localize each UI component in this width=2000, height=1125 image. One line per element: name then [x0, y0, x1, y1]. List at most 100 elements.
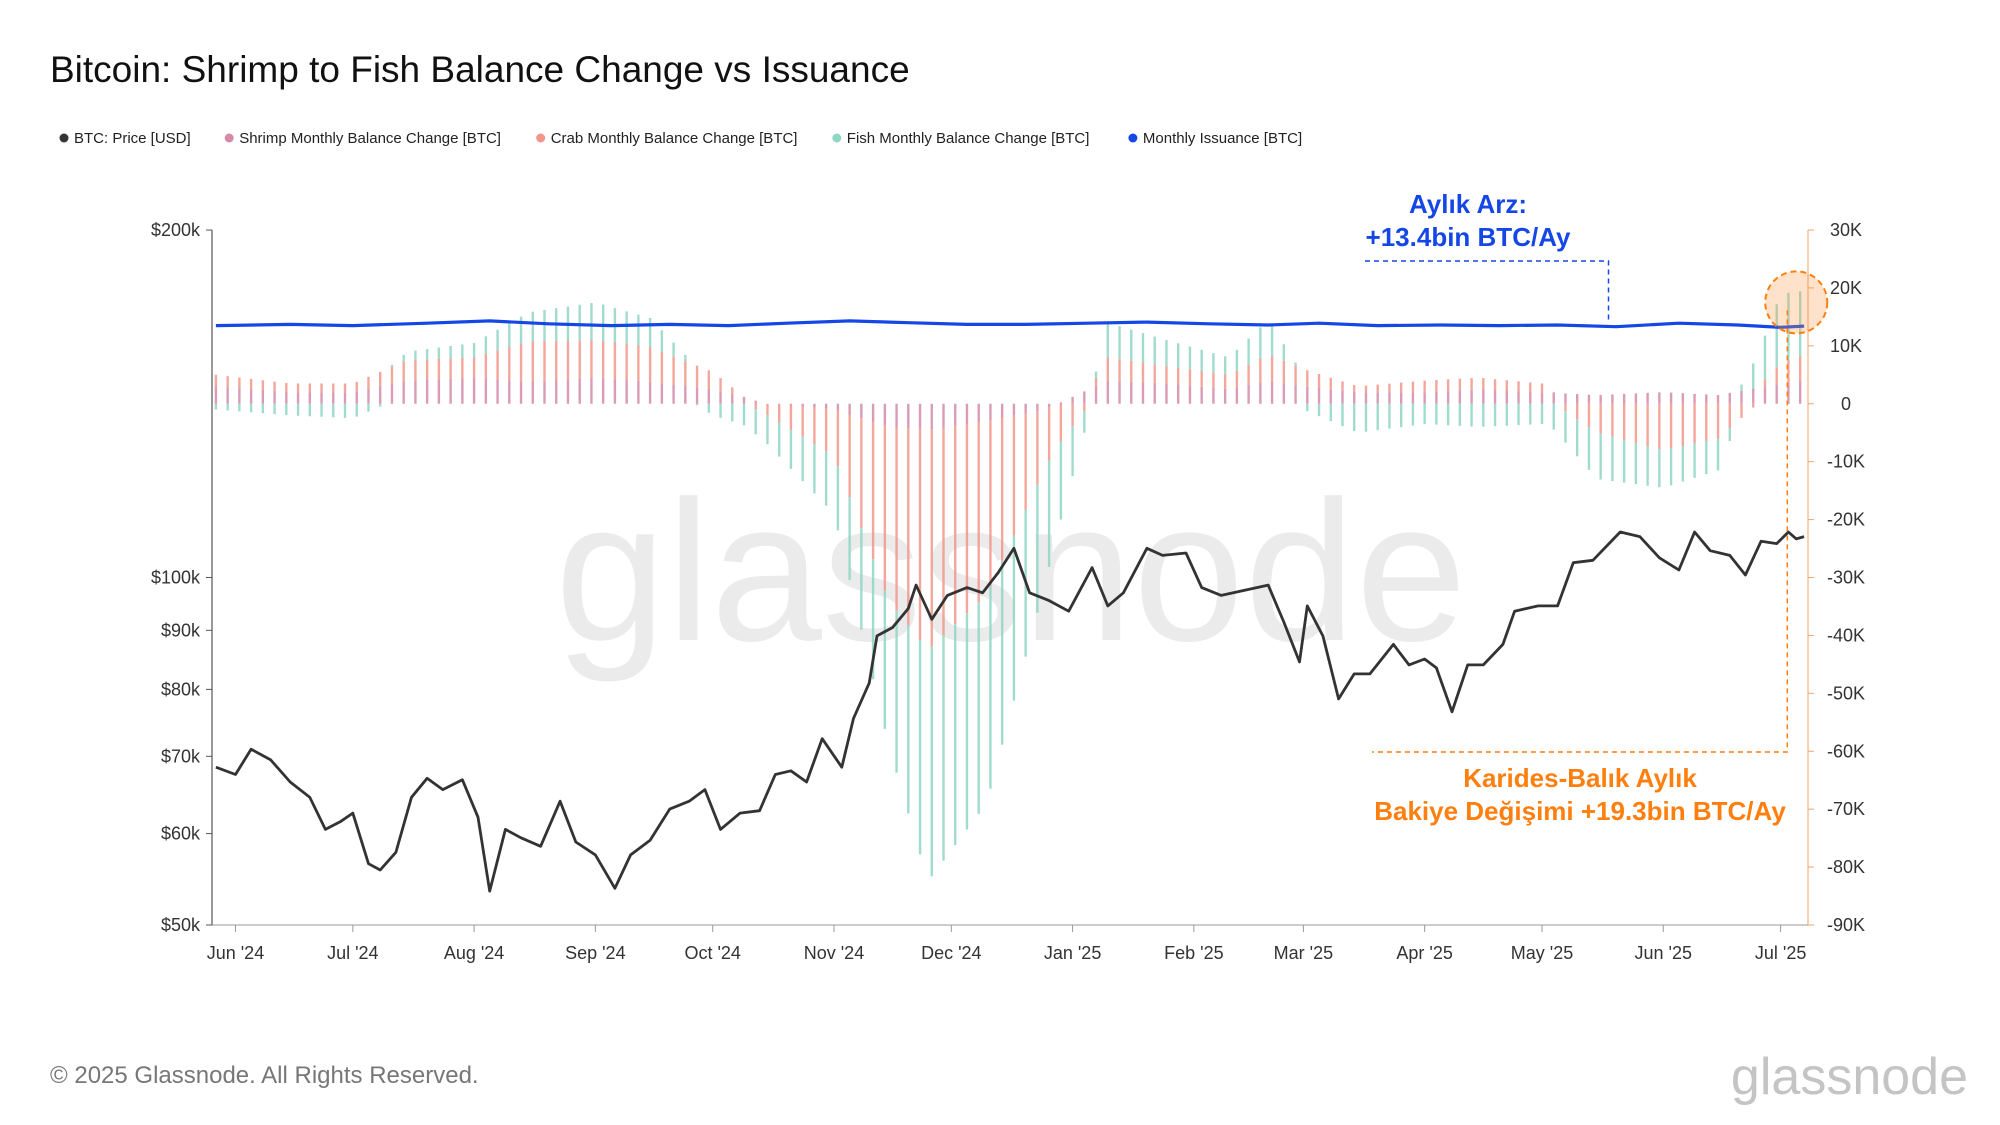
- bar-crab: [918, 429, 922, 641]
- bar-crab: [1446, 379, 1450, 391]
- bar-shrimp: [1622, 393, 1626, 404]
- bar-shrimp: [1083, 391, 1086, 404]
- bar-crab: [367, 376, 370, 389]
- bar-crab: [1622, 403, 1626, 440]
- bar-fish: [1587, 427, 1591, 470]
- bar-crab: [1353, 385, 1356, 392]
- bar-crab: [930, 429, 933, 647]
- bar-crab: [226, 376, 229, 388]
- right-tick-label: 10K: [1830, 336, 1862, 356]
- bar-crab: [954, 425, 957, 625]
- issuance-annotation-line2: +13.4bin BTC/Ay: [1366, 222, 1571, 252]
- left-tick-label: $100k: [151, 568, 201, 588]
- right-tick-label: 0: [1841, 394, 1851, 414]
- bar-fish: [871, 559, 875, 680]
- bar-fish: [1094, 371, 1098, 379]
- bar-crab: [1658, 403, 1661, 450]
- bar-fish: [590, 302, 593, 341]
- bar-fish: [390, 364, 394, 367]
- x-tick-label: Jun '24: [207, 943, 264, 963]
- bar-fish: [1634, 442, 1638, 485]
- bar-crab: [824, 408, 828, 452]
- bar-crab: [1118, 359, 1121, 382]
- bar-fish: [461, 344, 464, 358]
- bar-crab: [1212, 372, 1215, 388]
- bar-fish: [1599, 433, 1602, 480]
- bar-shrimp: [695, 387, 699, 404]
- bar-shrimp: [836, 403, 840, 411]
- bar-crab: [1388, 383, 1391, 393]
- bar-crab: [1282, 360, 1286, 384]
- bar-shrimp: [238, 388, 241, 404]
- left-tick-label: $60k: [161, 824, 201, 844]
- bar-shrimp: [308, 392, 311, 404]
- bar-shrimp: [355, 391, 358, 404]
- bar-fish: [1047, 460, 1051, 568]
- bar-shrimp: [543, 380, 546, 404]
- bar-crab: [766, 403, 769, 416]
- highlight-circle: [1764, 270, 1829, 335]
- bar-shrimp: [1188, 385, 1192, 404]
- bar-shrimp: [895, 403, 898, 428]
- bar-shrimp: [1693, 393, 1696, 404]
- bar-crab: [1270, 356, 1274, 382]
- x-tick-label: Aug '24: [444, 943, 505, 963]
- left-tick-label: $80k: [161, 679, 201, 699]
- legend-marker-0: [59, 133, 69, 143]
- bar-shrimp: [472, 377, 476, 404]
- bar-fish: [519, 316, 523, 344]
- bar-shrimp: [1329, 389, 1332, 404]
- bar-crab: [1693, 403, 1696, 444]
- bar-shrimp: [1270, 381, 1274, 404]
- bar-shrimp: [1752, 388, 1755, 404]
- bar-crab: [285, 383, 288, 392]
- bar-fish: [1622, 439, 1626, 483]
- bar-fish: [648, 318, 652, 347]
- bar-fish: [1353, 403, 1356, 432]
- right-tick-label: -10K: [1827, 452, 1865, 472]
- bar-fish: [895, 610, 898, 773]
- bar-shrimp: [1141, 382, 1145, 404]
- bar-fish: [1000, 560, 1004, 745]
- legend-label-0: BTC: Price [USD]: [74, 130, 191, 147]
- bar-fish: [1188, 346, 1192, 370]
- bar-crab: [484, 353, 488, 379]
- bar-crab: [613, 342, 617, 380]
- bar-fish: [273, 403, 276, 415]
- bar-crab: [1482, 378, 1485, 390]
- bar-fish: [379, 403, 382, 407]
- bar-fish: [1446, 403, 1450, 426]
- bar-fish: [249, 403, 253, 413]
- x-tick-label: Jul '24: [327, 943, 378, 963]
- bar-shrimp: [425, 379, 429, 404]
- bar-fish: [719, 403, 722, 418]
- bar-fish: [226, 403, 229, 411]
- bar-fish: [637, 314, 640, 346]
- bar-fish: [1798, 291, 1802, 356]
- bar-crab: [1059, 403, 1063, 442]
- bar-fish: [672, 342, 675, 357]
- bar-fish: [1763, 335, 1767, 380]
- bar-crab: [1294, 365, 1297, 386]
- x-tick-label: Jul '25: [1755, 943, 1806, 963]
- legend-label-1: Shrimp Monthly Balance Change [BTC]: [239, 130, 501, 147]
- bar-shrimp: [449, 378, 452, 404]
- bar-crab: [1540, 383, 1544, 393]
- bar-shrimp: [1411, 392, 1415, 404]
- bar-fish: [766, 415, 769, 445]
- bar-fish: [1012, 535, 1016, 701]
- bar-shrimp: [1388, 392, 1391, 404]
- bar-crab: [296, 383, 300, 393]
- chart-title: Bitcoin: Shrimp to Fish Balance Change v…: [50, 49, 910, 90]
- bar-fish: [742, 403, 746, 426]
- bar-crab: [261, 380, 265, 391]
- x-tick-label: Nov '24: [804, 943, 864, 963]
- bar-fish: [1411, 403, 1415, 426]
- balance-annotation-line2: Bakiye Değişimi +19.3bin BTC/Ay: [1374, 796, 1786, 826]
- bar-shrimp: [1634, 393, 1638, 404]
- bar-shrimp: [1306, 386, 1309, 404]
- bar-fish: [578, 304, 581, 341]
- bar-crab: [1223, 374, 1227, 389]
- bar-fish: [1083, 410, 1086, 433]
- legend-label-2: Crab Monthly Balance Change [BTC]: [551, 130, 798, 147]
